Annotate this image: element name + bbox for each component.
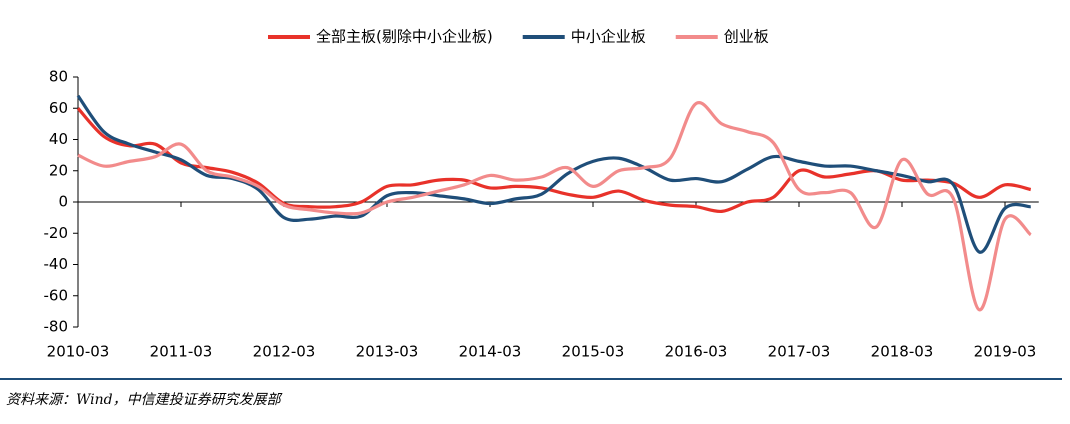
x-tick-label: 2017-03 (768, 343, 831, 361)
y-tick-label: 60 (49, 99, 68, 117)
series-line (77, 101, 1032, 312)
y-tick-label: -80 (44, 318, 69, 336)
x-tick-label: 2016-03 (665, 343, 728, 361)
x-tick-label: 2015-03 (562, 343, 625, 361)
x-tick-label: 2018-03 (871, 343, 934, 361)
x-tick-label: 2012-03 (253, 343, 316, 361)
x-tick-label: 2019-03 (974, 343, 1037, 361)
y-tick-label: -40 (44, 255, 69, 273)
y-tick-label: 20 (49, 161, 68, 179)
x-tick-label: 2014-03 (459, 343, 522, 361)
x-tick-label: 2010-03 (47, 343, 110, 361)
y-tick-label: -20 (44, 224, 69, 242)
legend-label: 创业板 (724, 28, 769, 46)
y-tick-label: 40 (49, 130, 68, 148)
y-tick-label: -60 (44, 286, 69, 304)
x-tick-label: 2013-03 (356, 343, 419, 361)
legend-label: 中小企业板 (571, 28, 646, 46)
y-tick-label: 80 (49, 68, 68, 86)
y-tick-label: 0 (58, 193, 68, 211)
x-tick-label: 2011-03 (150, 343, 213, 361)
source-note: 资料来源：Wind，中信建投证券研究发展部 (6, 392, 283, 408)
legend-label: 全部主板(剔除中小企业板) (316, 28, 493, 46)
